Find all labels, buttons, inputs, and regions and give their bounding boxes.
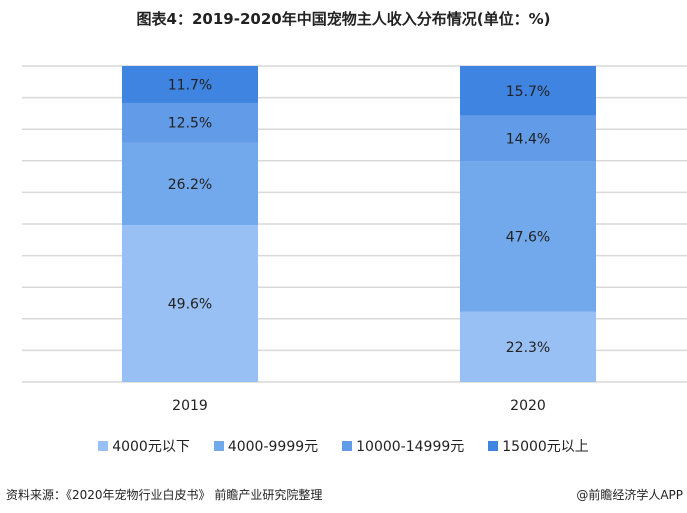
data-label: 11.7%	[168, 77, 212, 93]
bar-segment	[122, 225, 258, 382]
data-label: 22.3%	[506, 340, 550, 356]
x-tick-label: 2020	[510, 398, 546, 414]
chart-title: 图表4：2019-2020年中国宠物主人收入分布情况(单位：%)	[136, 10, 551, 28]
bar-segment	[122, 142, 258, 226]
bar-segment	[460, 161, 596, 312]
bar-segment	[122, 66, 258, 103]
credit: @前瞻经济学人APP	[576, 488, 683, 502]
bar-segment	[460, 66, 596, 116]
legend-swatch	[342, 441, 353, 451]
x-tick-label: 2019	[172, 398, 208, 414]
legend: 4000元以下 4000-9999元 10000-14999元 15000元以上	[0, 436, 687, 456]
stacked-bar-chart: 49.6% 26.2% 12.5% 11.7% 2019 22.3% 47.6% 14.4% 1…	[22, 65, 687, 414]
data-label: 49.6%	[168, 297, 212, 313]
data-label: 15.7%	[506, 84, 550, 100]
legend-item: 10000-14999元	[342, 436, 464, 456]
bar-segment	[460, 115, 596, 162]
legend-label: 4000元以下	[112, 439, 190, 455]
legend-item: 15000元以上	[488, 436, 589, 456]
legend-label: 15000元以上	[502, 439, 589, 455]
data-label: 12.5%	[168, 116, 212, 132]
legend-label: 10000-14999元	[356, 439, 465, 455]
data-label: 26.2%	[168, 177, 212, 193]
bar-segment	[122, 102, 258, 143]
legend-swatch	[488, 441, 499, 451]
data-label: 47.6%	[506, 229, 550, 245]
legend-swatch	[98, 441, 109, 451]
legend-item: 4000元以下	[98, 436, 190, 456]
legend-item: 4000-9999元	[213, 436, 319, 456]
data-label: 14.4%	[506, 131, 550, 147]
bar-segment	[460, 311, 596, 382]
legend-swatch	[213, 441, 224, 451]
source-note: 资料来源：《2020年宠物行业白皮书》 前瞻产业研究院整理	[6, 488, 323, 502]
legend-label: 4000-9999元	[227, 439, 319, 455]
